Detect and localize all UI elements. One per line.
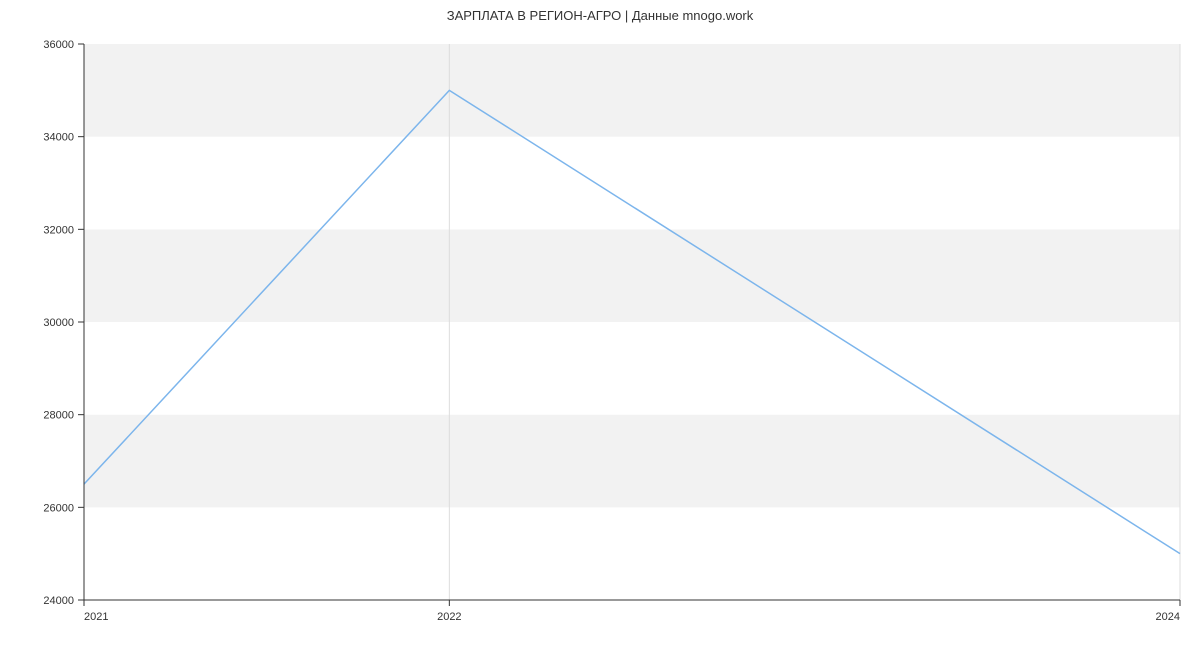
salary-line-chart: ЗАРПЛАТА В РЕГИОН-АГРО | Данные mnogo.wo… (0, 0, 1200, 650)
svg-text:28000: 28000 (43, 410, 74, 422)
svg-text:2022: 2022 (437, 611, 461, 623)
svg-text:26000: 26000 (43, 502, 74, 514)
chart-title: ЗАРПЛАТА В РЕГИОН-АГРО | Данные mnogo.wo… (0, 8, 1200, 23)
svg-text:2024: 2024 (1156, 611, 1180, 623)
chart-svg: 24000 26000 28000 30000 32000 34000 36000 2021 2… (0, 0, 1200, 650)
svg-text:2021: 2021 (84, 611, 108, 623)
svg-text:36000: 36000 (43, 39, 74, 51)
svg-text:30000: 30000 (43, 317, 74, 329)
svg-text:32000: 32000 (43, 224, 74, 236)
svg-text:24000: 24000 (43, 595, 74, 607)
svg-text:34000: 34000 (43, 132, 74, 144)
